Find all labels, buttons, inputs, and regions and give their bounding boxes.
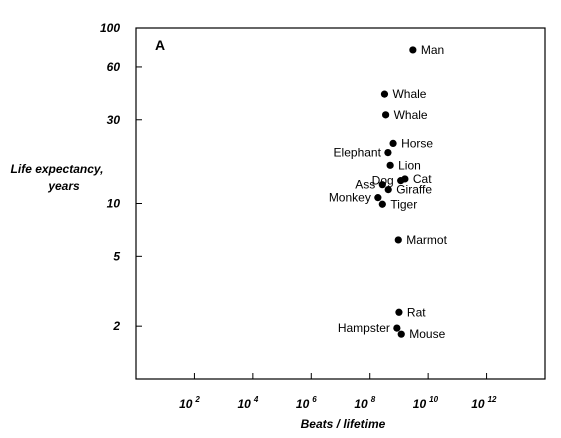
- x-tick-label: 10 10: [413, 395, 439, 411]
- x-tick-label: 10 6: [296, 395, 317, 411]
- point-whale: [380, 90, 389, 98]
- y-axis-title-line-2: years: [47, 179, 80, 193]
- x-tick-exponent: 12: [488, 395, 497, 404]
- point-label-marmot: Marmot: [406, 233, 447, 247]
- y-tick-label: 30: [107, 113, 121, 127]
- panel-label: A: [155, 37, 165, 53]
- x-tick-base: 10: [237, 397, 251, 411]
- x-tick-exponent: 2: [194, 395, 200, 404]
- point-label-dog: Dog: [372, 174, 394, 188]
- point-label-giraffe: Giraffe: [396, 183, 432, 197]
- point-label-lion: Lion: [398, 158, 421, 172]
- point-label-ass: Ass: [355, 178, 375, 192]
- x-tick-base: 10: [471, 397, 485, 411]
- x-tick-base: 10: [413, 397, 427, 411]
- x-tick-exponent: 4: [253, 395, 259, 404]
- point-label-tiger: Tiger: [390, 197, 417, 211]
- point-label-cat: Cat: [413, 172, 432, 186]
- x-axis-title: Beats / lifetime: [301, 417, 386, 431]
- x-tick-label: 10 2: [179, 395, 200, 411]
- y-tick-label: 10: [107, 197, 121, 211]
- point-label-horse: Horse: [401, 136, 433, 150]
- point-whale: [382, 111, 390, 119]
- x-tick-label: 10 12: [471, 395, 497, 411]
- x-tick-base: 10: [354, 397, 368, 411]
- point-giraffe: [384, 186, 392, 194]
- point-marmot: [394, 236, 402, 244]
- x-tick-exponent: 6: [312, 395, 317, 404]
- point-label-hampster: Hampster: [338, 321, 390, 335]
- x-tick-base: 10: [179, 397, 193, 411]
- x-tick-base: 10: [296, 397, 310, 411]
- y-tick-label: 60: [107, 60, 121, 74]
- point-label-whale: Whale: [394, 108, 428, 122]
- point-cat: [401, 175, 409, 183]
- data-points: Man Whale Whale Horse Elephant Lion Dog Cat Ass G…: [329, 43, 448, 341]
- y-axis-ticks: 100 60 30 10 5 2: [100, 21, 142, 333]
- point-label-mouse: Mouse: [409, 327, 445, 341]
- y-tick-label: 2: [112, 319, 120, 333]
- point-tiger: [378, 200, 386, 208]
- y-tick-label: 100: [100, 21, 120, 35]
- y-tick-label: 5: [113, 249, 120, 263]
- point-lion: [386, 161, 394, 169]
- y-axis-title-line-1: Life expectancy,: [11, 162, 104, 176]
- point-label-man: Man: [421, 43, 444, 57]
- point-man: [409, 46, 417, 54]
- x-axis-ticks: 10 2 10 4 10 6 10 8 10 10 10 12: [179, 373, 497, 411]
- point-hampster: [393, 324, 401, 332]
- x-tick-exponent: 8: [371, 395, 376, 404]
- y-axis-title: Life expectancy, years: [11, 162, 104, 193]
- x-tick-label: 10 4: [237, 395, 258, 411]
- point-horse: [389, 139, 397, 148]
- x-tick-label: 10 8: [354, 395, 375, 411]
- x-tick-exponent: 10: [429, 395, 438, 404]
- point-elephant: [384, 148, 392, 157]
- point-rat: [395, 308, 403, 316]
- point-monkey: [374, 194, 382, 202]
- point-ass: [378, 181, 386, 189]
- point-label-rat: Rat: [407, 305, 426, 319]
- point-label-elephant: Elephant: [334, 146, 382, 160]
- point-mouse: [397, 330, 405, 338]
- point-label-monkey: Monkey: [329, 191, 371, 205]
- point-label-whale: Whale: [392, 87, 426, 101]
